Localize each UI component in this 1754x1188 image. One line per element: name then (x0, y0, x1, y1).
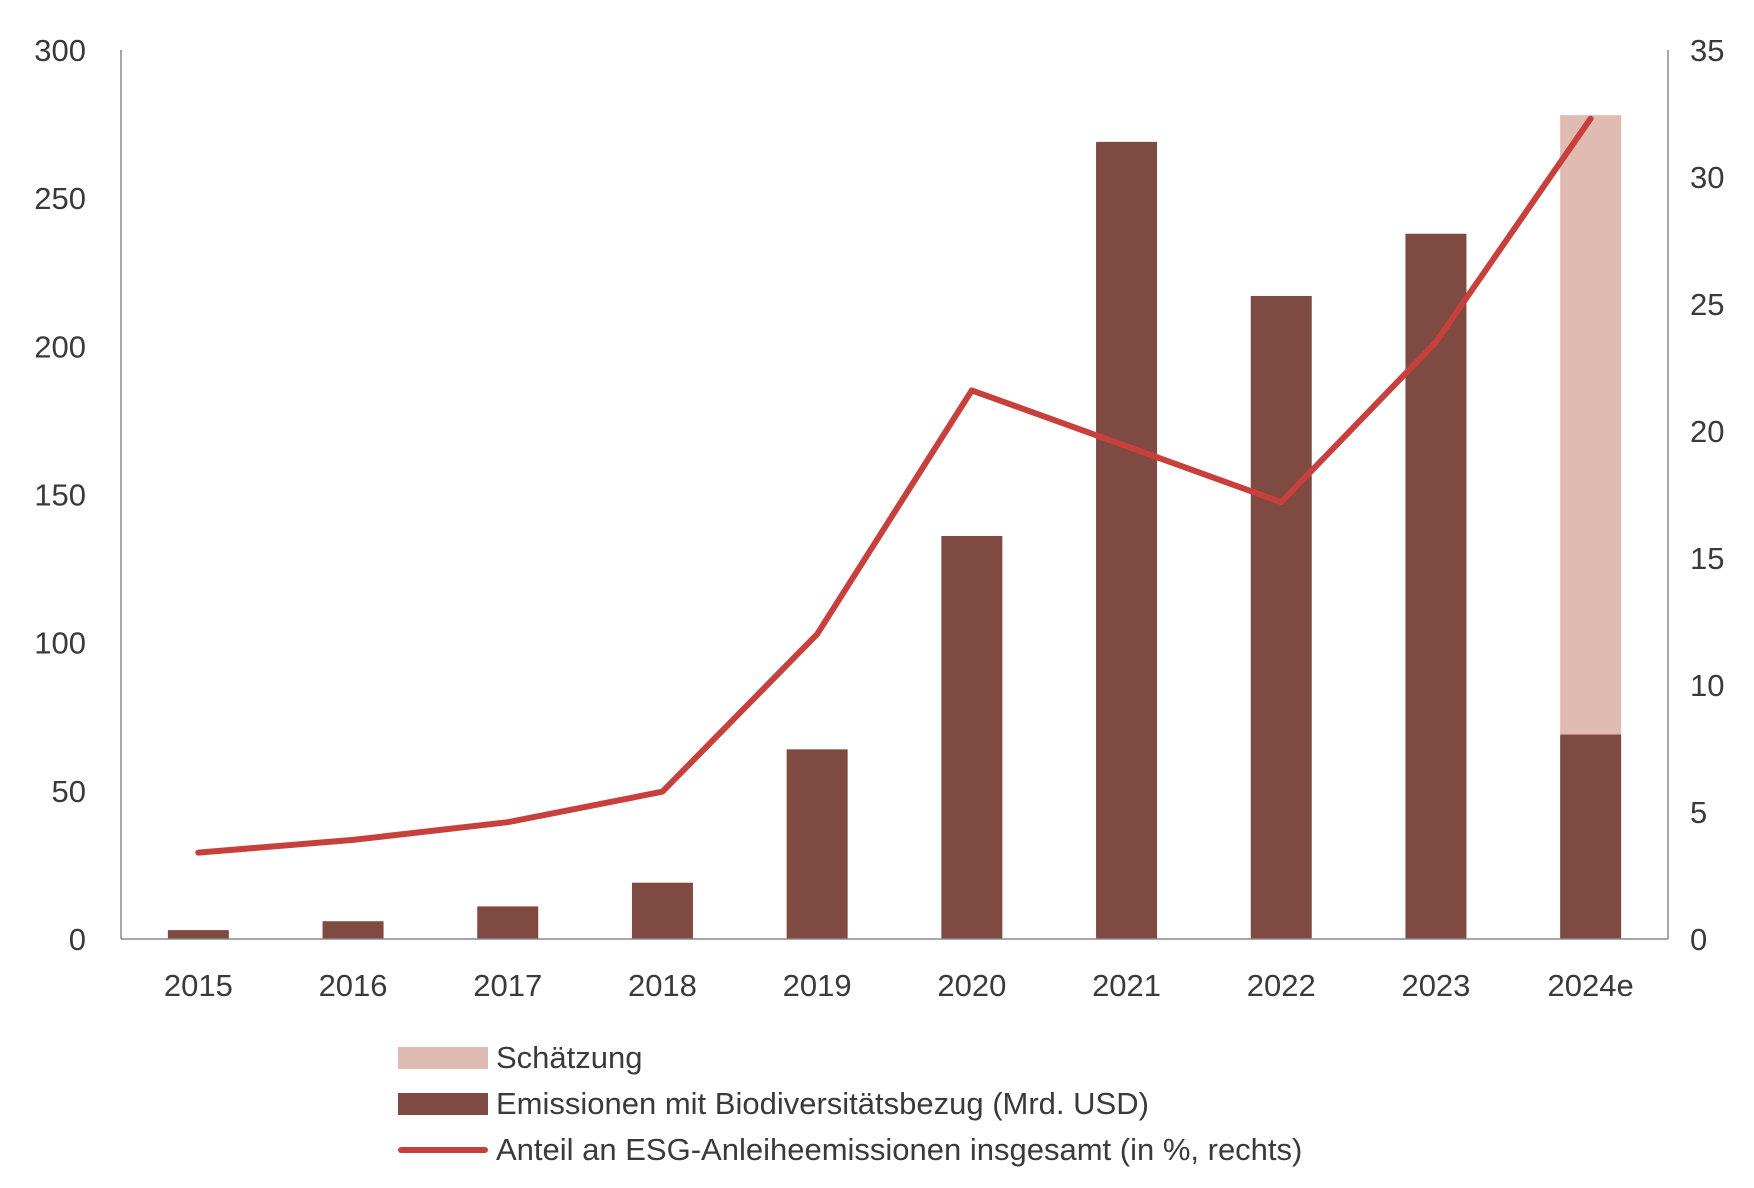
x-axis-tick-label: 2021 (1092, 968, 1161, 1003)
legend-label-estimate: Schätzung (496, 1040, 643, 1075)
right-axis-tick-label: 25 (1690, 287, 1724, 322)
emission-bar (941, 535, 1003, 939)
right-axis-tick-label: 15 (1690, 541, 1724, 576)
legend-label-line: Anteil an ESG-Anleiheemissionen insgesam… (496, 1132, 1303, 1167)
emission-bar (477, 906, 539, 939)
legend-label-bars: Emissionen mit Biodiversitätsbezug (Mrd.… (496, 1086, 1149, 1121)
x-axis-tick-label: 2017 (473, 968, 542, 1003)
left-axis-tick-label: 150 (34, 478, 86, 513)
left-axis-tick-label: 50 (52, 774, 86, 809)
x-axis-tick-label: 2018 (628, 968, 697, 1003)
right-axis-tick-label: 10 (1690, 668, 1724, 703)
x-axis-tick-label: 2022 (1247, 968, 1316, 1003)
x-axis-tick-label: 2020 (937, 968, 1006, 1003)
x-axis-tick-label: 2019 (783, 968, 852, 1003)
emission-bar (1560, 734, 1622, 939)
right-axis-ticks: 0 5 10 15 20 25 30 35 (1690, 33, 1724, 957)
left-axis-tick-label: 200 (34, 329, 86, 364)
share-line (195, 115, 1594, 856)
legend-swatch-bars (398, 1093, 488, 1115)
emission-bar (167, 930, 229, 939)
emission-bar (322, 921, 384, 939)
right-axis-tick-label: 0 (1690, 922, 1707, 957)
emission-bar (631, 882, 693, 939)
right-axis-tick-label: 5 (1690, 795, 1707, 830)
x-axis-ticks: 2015 2016 2017 2018 2019 2020 2021 2022 2023 2024… (164, 968, 1634, 1003)
line-series-group (195, 115, 1594, 856)
legend-item-bars: Emissionen mit Biodiversitätsbezug (Mrd.… (398, 1081, 1302, 1127)
axes-group (120, 50, 1669, 940)
legend-item-estimate: Schätzung (398, 1035, 1302, 1081)
left-axis-tick-label: 100 (34, 626, 86, 661)
emission-bar (1405, 233, 1467, 939)
legend-swatch-estimate (398, 1047, 488, 1069)
left-axis-ticks: 0 50 100 150 200 250 300 (34, 33, 86, 957)
legend-item-line: Anteil an ESG-Anleiheemissionen insgesam… (398, 1127, 1302, 1173)
right-axis-tick-label: 30 (1690, 160, 1724, 195)
emission-bar (1250, 295, 1312, 939)
emission-bar (786, 749, 848, 939)
bars-group (167, 115, 1622, 939)
x-axis-tick-label: 2015 (164, 968, 233, 1003)
estimate-bar (1560, 115, 1622, 735)
right-axis-tick-label: 35 (1690, 33, 1724, 68)
legend-swatch-line (398, 1147, 488, 1153)
legend: Schätzung Emissionen mit Biodiversitätsb… (398, 1035, 1302, 1173)
left-axis-tick-label: 0 (69, 922, 86, 957)
x-axis-tick-label: 2023 (1401, 968, 1470, 1003)
right-axis-tick-label: 20 (1690, 414, 1724, 449)
x-axis-tick-label: 2024e (1548, 968, 1634, 1003)
left-axis-tick-label: 250 (34, 181, 86, 216)
left-axis-tick-label: 300 (34, 33, 86, 68)
emission-bar (1096, 141, 1158, 939)
x-axis-tick-label: 2016 (319, 968, 388, 1003)
